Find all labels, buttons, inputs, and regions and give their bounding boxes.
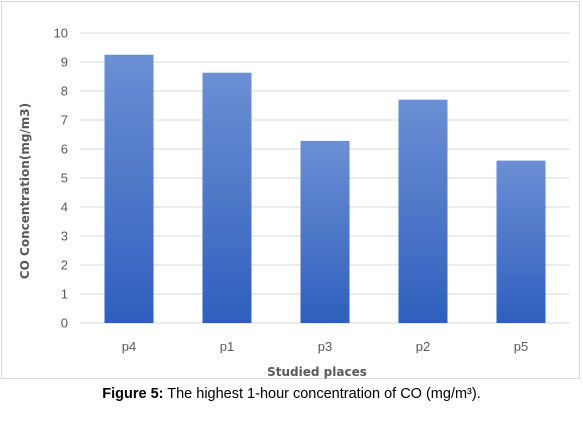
y-tick-label: 6: [61, 142, 68, 157]
caption-lead: Figure 5:: [102, 386, 164, 402]
caption-text: The highest 1-hour concentration of CO (…: [163, 386, 481, 402]
bars: [104, 54, 546, 323]
y-tick-label: 3: [61, 229, 68, 244]
x-tick-label-p5: p5: [514, 339, 528, 354]
y-tick-label: 5: [61, 171, 68, 186]
x-tick-label-p4: p4: [122, 339, 136, 354]
bar-p3: [300, 140, 350, 323]
y-tick-labels: 0 1 2 3 4 5 6 7 8 9 10: [54, 26, 68, 331]
y-tick-label: 10: [54, 26, 68, 41]
y-tick-label: 9: [61, 55, 68, 70]
bar-p1: [202, 72, 252, 323]
y-tick-label: 8: [61, 84, 68, 99]
x-axis-title: Studied places: [267, 365, 367, 379]
x-tick-label-p2: p2: [416, 339, 430, 354]
co-concentration-bar-chart: 0 1 2 3 4 5 6 7 8 9 10 p4 p1 p3 p2 p5 Studied places C…: [18, 26, 570, 379]
gridlines: [80, 32, 570, 324]
x-tick-label-p1: p1: [220, 339, 234, 354]
bar-p4: [104, 54, 154, 323]
y-tick-label: 2: [61, 258, 68, 273]
bar-p5: [496, 160, 546, 323]
x-tick-labels: p4 p1 p3 p2 p5: [122, 339, 528, 354]
y-axis-title: CO Concentration(mg/m3): [18, 103, 32, 279]
chart-frame: [1, 1, 580, 379]
x-tick-label-p3: p3: [318, 339, 332, 354]
bar-p2: [398, 99, 448, 323]
y-tick-label: 4: [61, 200, 68, 215]
y-tick-label: 0: [61, 316, 68, 331]
figure-caption: Figure 5: The highest 1-hour concentrati…: [0, 386, 583, 402]
y-tick-label: 1: [61, 287, 68, 302]
y-tick-label: 7: [61, 113, 68, 128]
